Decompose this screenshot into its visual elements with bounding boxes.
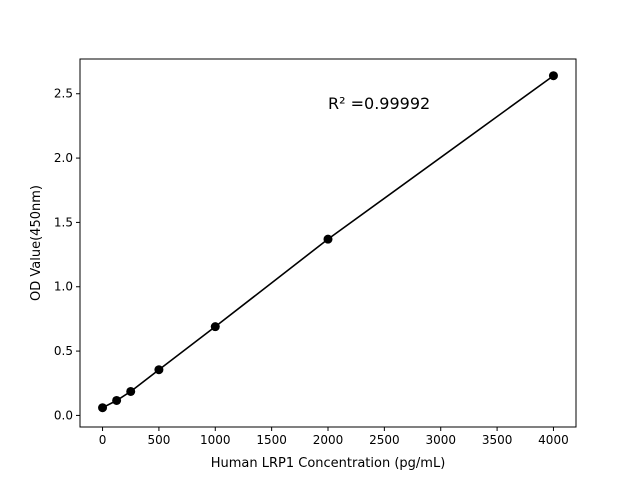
y-axis-label: OD Value(450nm) (29, 185, 44, 301)
x-tick-label: 500 (147, 433, 170, 447)
data-point (548, 71, 558, 81)
y-tick-label: 1.0 (54, 280, 73, 294)
data-point (210, 322, 220, 332)
data-point (323, 234, 333, 244)
x-tick-label: 3500 (482, 433, 513, 447)
x-tick-label: 1500 (256, 433, 287, 447)
data-point (154, 365, 164, 375)
y-tick-label: 2.5 (54, 87, 73, 101)
y-tick-label: 0.0 (54, 408, 73, 422)
y-tick-label: 1.5 (54, 215, 73, 229)
data-point (126, 386, 136, 396)
y-tick-label: 0.5 (54, 344, 73, 358)
x-tick-label: 4000 (538, 433, 569, 447)
data-point (112, 395, 122, 405)
x-tick-label: 3000 (425, 433, 456, 447)
data-point (98, 403, 108, 413)
x-axis-label: Human LRP1 Concentration (pg/mL) (211, 456, 446, 471)
x-tick-label: 2000 (313, 433, 344, 447)
x-tick-label: 0 (99, 433, 107, 447)
y-tick-label: 2.0 (54, 151, 73, 165)
x-tick-label: 2500 (369, 433, 400, 447)
x-tick-label: 1000 (200, 433, 231, 447)
r-squared-annotation: R² =0.99992 (328, 94, 430, 113)
